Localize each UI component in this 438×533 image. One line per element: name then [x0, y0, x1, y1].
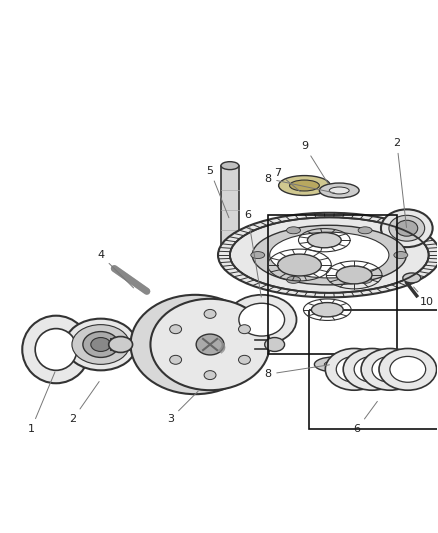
Ellipse shape [381, 209, 433, 247]
Ellipse shape [230, 217, 429, 293]
Ellipse shape [343, 349, 401, 390]
Ellipse shape [270, 232, 389, 278]
Ellipse shape [354, 357, 390, 382]
Ellipse shape [252, 225, 406, 285]
Ellipse shape [286, 227, 300, 234]
Ellipse shape [307, 232, 341, 248]
Ellipse shape [150, 299, 270, 390]
Ellipse shape [372, 357, 408, 382]
Ellipse shape [279, 175, 330, 196]
Text: 4: 4 [97, 250, 134, 288]
Ellipse shape [65, 319, 137, 370]
Ellipse shape [196, 334, 224, 355]
Ellipse shape [221, 161, 239, 169]
Ellipse shape [379, 349, 437, 390]
Ellipse shape [396, 220, 418, 236]
Text: 11: 11 [0, 532, 1, 533]
Text: 1: 1 [28, 372, 55, 434]
Ellipse shape [265, 337, 285, 351]
Ellipse shape [72, 325, 130, 365]
Text: 7: 7 [274, 167, 300, 192]
Ellipse shape [218, 213, 438, 297]
Text: 9: 9 [301, 141, 328, 183]
Ellipse shape [361, 349, 419, 390]
Ellipse shape [239, 303, 285, 336]
Ellipse shape [239, 325, 251, 334]
Ellipse shape [319, 183, 359, 198]
Bar [309, 310, 438, 429]
Ellipse shape [336, 357, 372, 382]
Ellipse shape [390, 357, 426, 382]
Ellipse shape [239, 356, 251, 364]
Ellipse shape [109, 336, 133, 352]
Text: 10: 10 [413, 287, 434, 307]
Bar [268, 215, 397, 354]
Ellipse shape [204, 370, 216, 379]
Ellipse shape [403, 273, 421, 283]
Bar [221, 166, 239, 255]
Ellipse shape [91, 337, 111, 351]
Ellipse shape [35, 329, 77, 370]
Text: 6: 6 [353, 401, 377, 434]
Ellipse shape [358, 227, 372, 234]
Ellipse shape [329, 187, 349, 194]
Ellipse shape [314, 357, 354, 372]
Ellipse shape [325, 349, 383, 390]
Ellipse shape [170, 325, 182, 334]
Ellipse shape [358, 277, 372, 284]
Text: 6: 6 [244, 211, 261, 297]
Ellipse shape [311, 303, 343, 317]
Ellipse shape [227, 295, 297, 344]
Ellipse shape [324, 361, 344, 368]
Ellipse shape [251, 252, 265, 259]
Ellipse shape [22, 316, 90, 383]
Ellipse shape [83, 332, 119, 358]
Ellipse shape [204, 310, 216, 318]
Ellipse shape [221, 251, 239, 259]
Text: 5: 5 [207, 166, 229, 217]
Ellipse shape [394, 252, 408, 259]
Ellipse shape [131, 295, 260, 394]
Text: 2: 2 [393, 138, 406, 228]
Ellipse shape [170, 356, 182, 364]
Text: 3: 3 [167, 391, 198, 424]
Ellipse shape [389, 215, 425, 241]
Ellipse shape [336, 266, 372, 284]
Ellipse shape [290, 180, 319, 191]
Text: 8: 8 [264, 174, 335, 193]
Text: 8: 8 [264, 365, 329, 379]
Ellipse shape [278, 254, 321, 276]
Text: 2: 2 [69, 382, 99, 424]
Ellipse shape [286, 277, 300, 284]
